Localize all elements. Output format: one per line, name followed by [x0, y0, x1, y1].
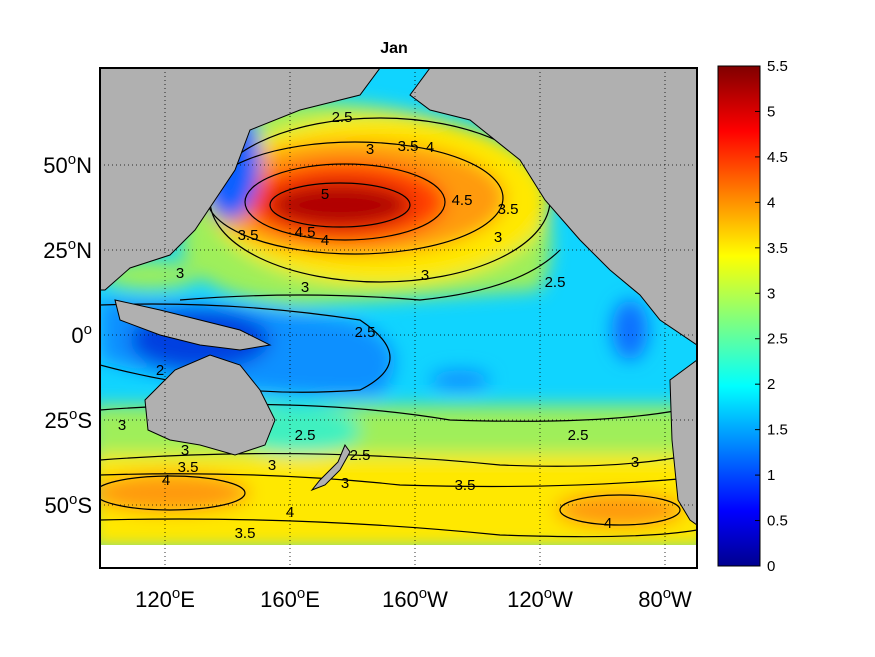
land: [99, 67, 698, 526]
y_ticks-tick-label: 25oS: [44, 406, 92, 433]
map-frame: [99, 67, 698, 569]
x_ticks-tick-label: 120oE: [135, 585, 195, 612]
contour-label: 2.5: [355, 324, 376, 341]
contour-label: 3.5: [398, 138, 419, 155]
contour-label: 2: [156, 362, 164, 379]
colorbar-tick-label: 0.5: [767, 513, 788, 530]
colorbar-tick-label: 3: [767, 285, 775, 302]
contour-label: 4.5: [452, 192, 473, 209]
grid: [100, 68, 697, 568]
contour-label: 3: [631, 454, 639, 471]
contour-label: 3: [176, 265, 184, 282]
y_ticks-tick-label: 50oS: [44, 491, 92, 518]
colorbar-tick-label: 5.5: [767, 58, 788, 75]
new-zealand: [310, 443, 351, 492]
colorbar: [717, 65, 761, 567]
colorbar-tick-label: 4: [767, 194, 775, 211]
contour-label: 4: [604, 515, 612, 532]
colorbar-tick-label: 1.5: [767, 422, 788, 439]
y_ticks-tick-label: 50oN: [43, 151, 92, 178]
asia: [99, 67, 381, 291]
contour-label: 3: [301, 279, 309, 296]
contour-label: 2.5: [350, 447, 371, 464]
y-axis-ticks: 50oN 25oN 0o 25oS 50oS: [43, 151, 92, 518]
colorbar-tick-label: 1: [767, 467, 775, 484]
contour-label: 3: [494, 229, 502, 246]
contour-label: 3.5: [238, 227, 259, 244]
contour-label: 4: [321, 232, 329, 249]
colorbar-tick-label: 2.5: [767, 331, 788, 348]
x_ticks-tick-label: 160oE: [260, 585, 320, 612]
contour-label: 3: [341, 475, 349, 492]
colorbar-ticks: 0 0.5 1 1.5 2 2.5 3 3.5 4 4.5 5 5.5: [755, 58, 788, 575]
contour-label: 5: [321, 186, 329, 203]
y_ticks-tick-label: 0o: [71, 321, 92, 348]
australia: [144, 354, 276, 456]
indonesia: [114, 299, 272, 351]
contour-label: 2.5: [295, 427, 316, 444]
colorbar-tick-label: 3.5: [767, 240, 788, 257]
x-axis-ticks: 120oE 160oE 160oW 120oW 80oW: [135, 585, 692, 612]
y_ticks-tick-label: 25oN: [43, 236, 92, 263]
contour-label: 4: [286, 504, 294, 521]
x_ticks-tick-label: 160oW: [382, 585, 448, 612]
contour-label: 2.5: [332, 109, 353, 126]
contour-label: 2.5: [545, 274, 566, 291]
colorbar-tick-label: 4.5: [767, 149, 788, 166]
colorbar-tick-label: 5: [767, 103, 775, 120]
contour-label: 3: [268, 457, 276, 474]
contour-label: 3.5: [235, 525, 256, 542]
contour-label: 3.5: [178, 459, 199, 476]
colorbar-tick-label: 0: [767, 558, 775, 575]
chart-title: Jan: [380, 40, 408, 57]
x_ticks-tick-label: 80oW: [638, 585, 692, 612]
contour-label: 3.5: [455, 477, 476, 494]
contour-label: 3: [366, 141, 374, 158]
contour-label: 4.5: [295, 224, 316, 241]
contour-label: 2.5: [568, 427, 589, 444]
contour-label: 4: [426, 139, 434, 156]
contour-label: 3: [118, 417, 126, 434]
colorbar-tick-label: 2: [767, 376, 775, 393]
contour-label: 4: [162, 472, 170, 489]
contour-labels: 2.53 3.5 45 4.53.53.5 4.5 4332.5332.52333.543…: [118, 109, 639, 542]
contour-label: 3: [181, 442, 189, 459]
contour-label: 3: [421, 267, 429, 284]
contour-label: 3.5: [498, 201, 519, 218]
x_ticks-tick-label: 120oW: [507, 585, 573, 612]
